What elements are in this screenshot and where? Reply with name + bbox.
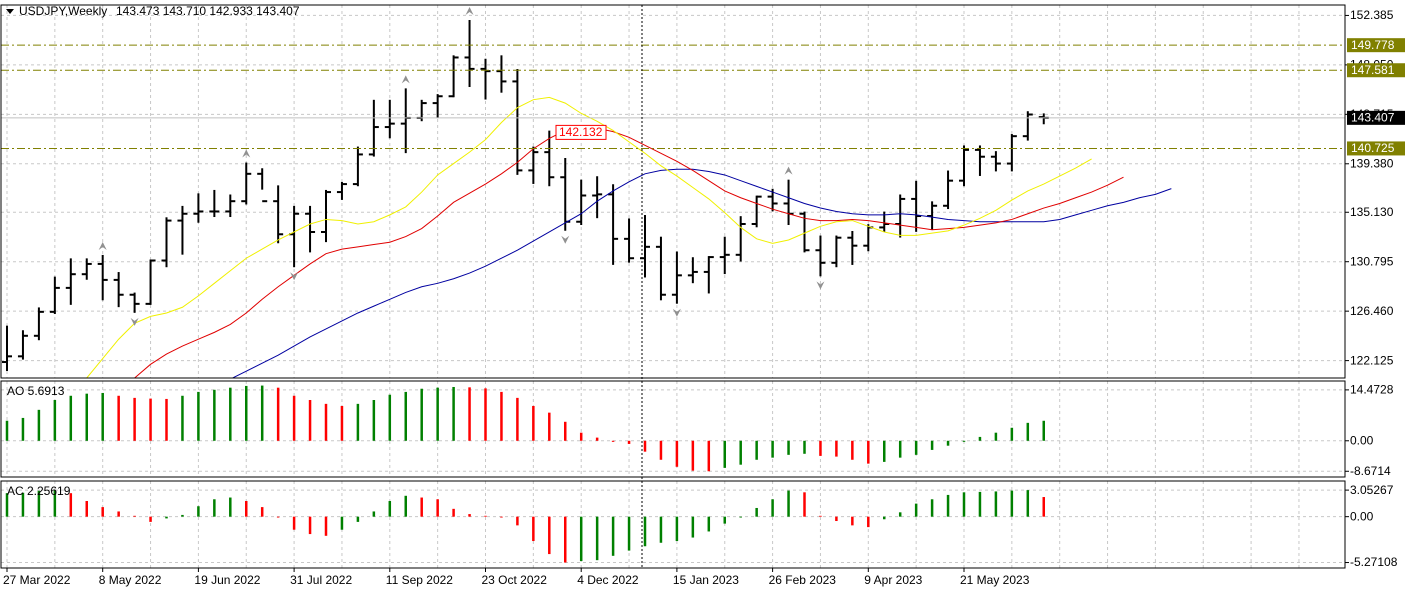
symbol-title: USDJPY,Weekly [19, 4, 107, 18]
level-label-box [1347, 38, 1405, 53]
ohlc-readout: 143.473 143.710 142.933 143.407 [116, 4, 300, 18]
price-marker-label: 142.132 [559, 125, 603, 139]
fractal-down [561, 235, 570, 244]
y-tick-label: 139.380 [1350, 156, 1394, 170]
menu-arrow[interactable] [6, 9, 14, 14]
current-price-label: 143.407 [1351, 111, 1395, 125]
level-label-box [1347, 63, 1405, 78]
pane-border [0, 4, 1346, 379]
y-tick-label: -8.6714 [1350, 464, 1391, 478]
alligator-line [134, 126, 1124, 378]
x-tick-label: 23 Oct 2022 [482, 573, 548, 587]
y-tick-label: 0.00 [1350, 433, 1374, 447]
fractal-up [401, 75, 410, 84]
x-tick-label: 15 Jan 2023 [673, 573, 739, 587]
y-tick-label: 126.460 [1350, 304, 1394, 318]
ao-title: AO 5.6913 [7, 384, 65, 398]
x-tick-label: 31 Jul 2022 [290, 573, 352, 587]
ac-title: AC 2.25619 [7, 484, 71, 498]
x-tick-label: 8 May 2022 [99, 573, 162, 587]
fractal-down [290, 272, 299, 281]
y-tick-label: -5.27108 [1350, 555, 1398, 569]
x-tick-label: 19 Jun 2022 [194, 573, 260, 587]
y-tick-label: 122.125 [1350, 353, 1394, 367]
current-price-box [1347, 110, 1405, 125]
y-tick-label: 130.795 [1350, 254, 1394, 268]
level-label: 147.581 [1351, 63, 1395, 77]
level-label-box [1347, 141, 1405, 156]
fractal-down [816, 281, 825, 290]
alligator-line [231, 168, 1172, 378]
y-tick-label: 152.385 [1350, 8, 1394, 22]
fractal-up [465, 6, 474, 15]
pane-border [0, 480, 1346, 569]
marks-layer [1, 6, 1345, 563]
price-marker-box [555, 124, 607, 140]
y-tick-label: 135.130 [1350, 205, 1394, 219]
x-tick-label: 9 Apr 2023 [864, 573, 922, 587]
x-tick-label: 26 Feb 2023 [769, 573, 837, 587]
labels-layer: 27 Mar 2022 8 May 2022 19 Jun 2022 31 Jul 2… [0, 4, 1405, 587]
price-pane [2, 6, 1172, 378]
x-tick-label: 4 Dec 2022 [577, 573, 639, 587]
x-tick-label: 21 May 2023 [960, 573, 1030, 587]
fractal-up [98, 241, 107, 250]
level-label: 149.778 [1351, 38, 1395, 52]
y-tick-label: 14.4728 [1350, 383, 1394, 397]
fractal-up [784, 166, 793, 175]
pane-border [0, 380, 1346, 478]
y-tick-label: 0.00 [1350, 509, 1374, 523]
x-tick-label: 27 Mar 2022 [3, 573, 71, 587]
fractal-down [130, 317, 139, 326]
x-tick-label: 11 Sep 2022 [386, 573, 453, 587]
fractal-up [242, 149, 251, 158]
level-label: 140.725 [1351, 141, 1395, 155]
y-tick-label: 3.05267 [1350, 483, 1394, 497]
fractal-down [672, 308, 681, 317]
